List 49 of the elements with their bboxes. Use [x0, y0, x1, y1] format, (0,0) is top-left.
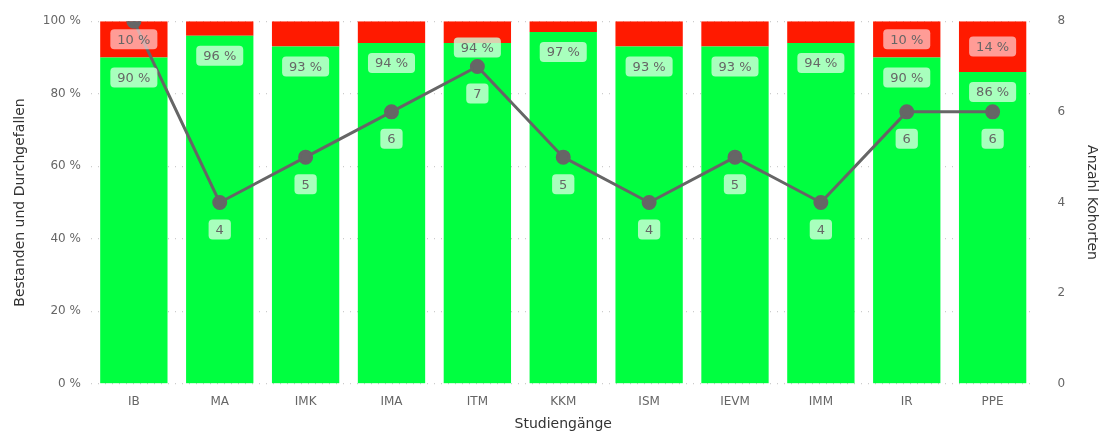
- data-label: 86 %: [976, 84, 1010, 100]
- y2-tick-label: 8: [1057, 13, 1066, 28]
- y-tick-label: 40 %: [50, 230, 81, 245]
- x-tick-label: IB: [127, 394, 140, 409]
- data-label: 6: [387, 131, 396, 147]
- data-label: 5: [559, 176, 568, 192]
- x-tick-label: ISM: [638, 394, 660, 409]
- data-label: 93 %: [632, 58, 666, 74]
- x-tick-label: IMK: [294, 394, 318, 409]
- y2-tick-label: 2: [1057, 285, 1066, 300]
- data-label: 93 %: [289, 58, 323, 74]
- data-label: 4: [816, 221, 826, 237]
- y2-tick-label: 0: [1057, 375, 1066, 390]
- x-tick-label: IMA: [380, 394, 404, 409]
- data-label: 4: [644, 221, 654, 237]
- x-tick-label: IR: [900, 394, 913, 409]
- data-label: 10 %: [117, 31, 151, 47]
- y-axis-title: Bestanden und Durchgefallen: [11, 98, 28, 307]
- y-tick-label: 80 %: [50, 85, 81, 100]
- x-tick-label: IEVM: [720, 394, 750, 409]
- y-tick-label: 60 %: [50, 158, 81, 173]
- x-tick-label: KKM: [550, 394, 577, 409]
- x-tick-label: MA: [210, 394, 230, 409]
- y2-tick-label: 4: [1057, 194, 1066, 209]
- x-tick-label: PPE: [981, 394, 1004, 409]
- y-tick-label: 100 %: [42, 13, 81, 28]
- data-label: 6: [988, 131, 997, 147]
- data-label: 5: [730, 176, 740, 192]
- y-tick-label: 0 %: [58, 375, 81, 390]
- data-label: 7: [473, 85, 482, 101]
- data-label: 4: [215, 221, 224, 237]
- data-label: 90 %: [117, 69, 151, 85]
- data-label: 97 %: [546, 44, 580, 60]
- x-tick-label: IMM: [808, 394, 833, 409]
- data-label: 14 %: [976, 38, 1010, 54]
- data-label: 94 %: [804, 55, 838, 71]
- data-label: 6: [902, 131, 911, 147]
- y2-tick-label: 6: [1057, 103, 1066, 118]
- data-label: 10 %: [890, 31, 924, 47]
- data-label: 96 %: [203, 48, 237, 64]
- data-label: 5: [301, 176, 310, 192]
- data-label: 93 %: [718, 58, 752, 74]
- data-label: 94 %: [460, 39, 494, 55]
- y2-axis-title: Anzahl Kohorten: [1084, 145, 1101, 260]
- x-axis-title: Studiengänge: [514, 415, 612, 432]
- data-label: 90 %: [890, 69, 924, 85]
- y-tick-label: 20 %: [50, 303, 81, 318]
- x-tick-label: ITM: [466, 394, 488, 409]
- data-label: 94 %: [374, 55, 409, 71]
